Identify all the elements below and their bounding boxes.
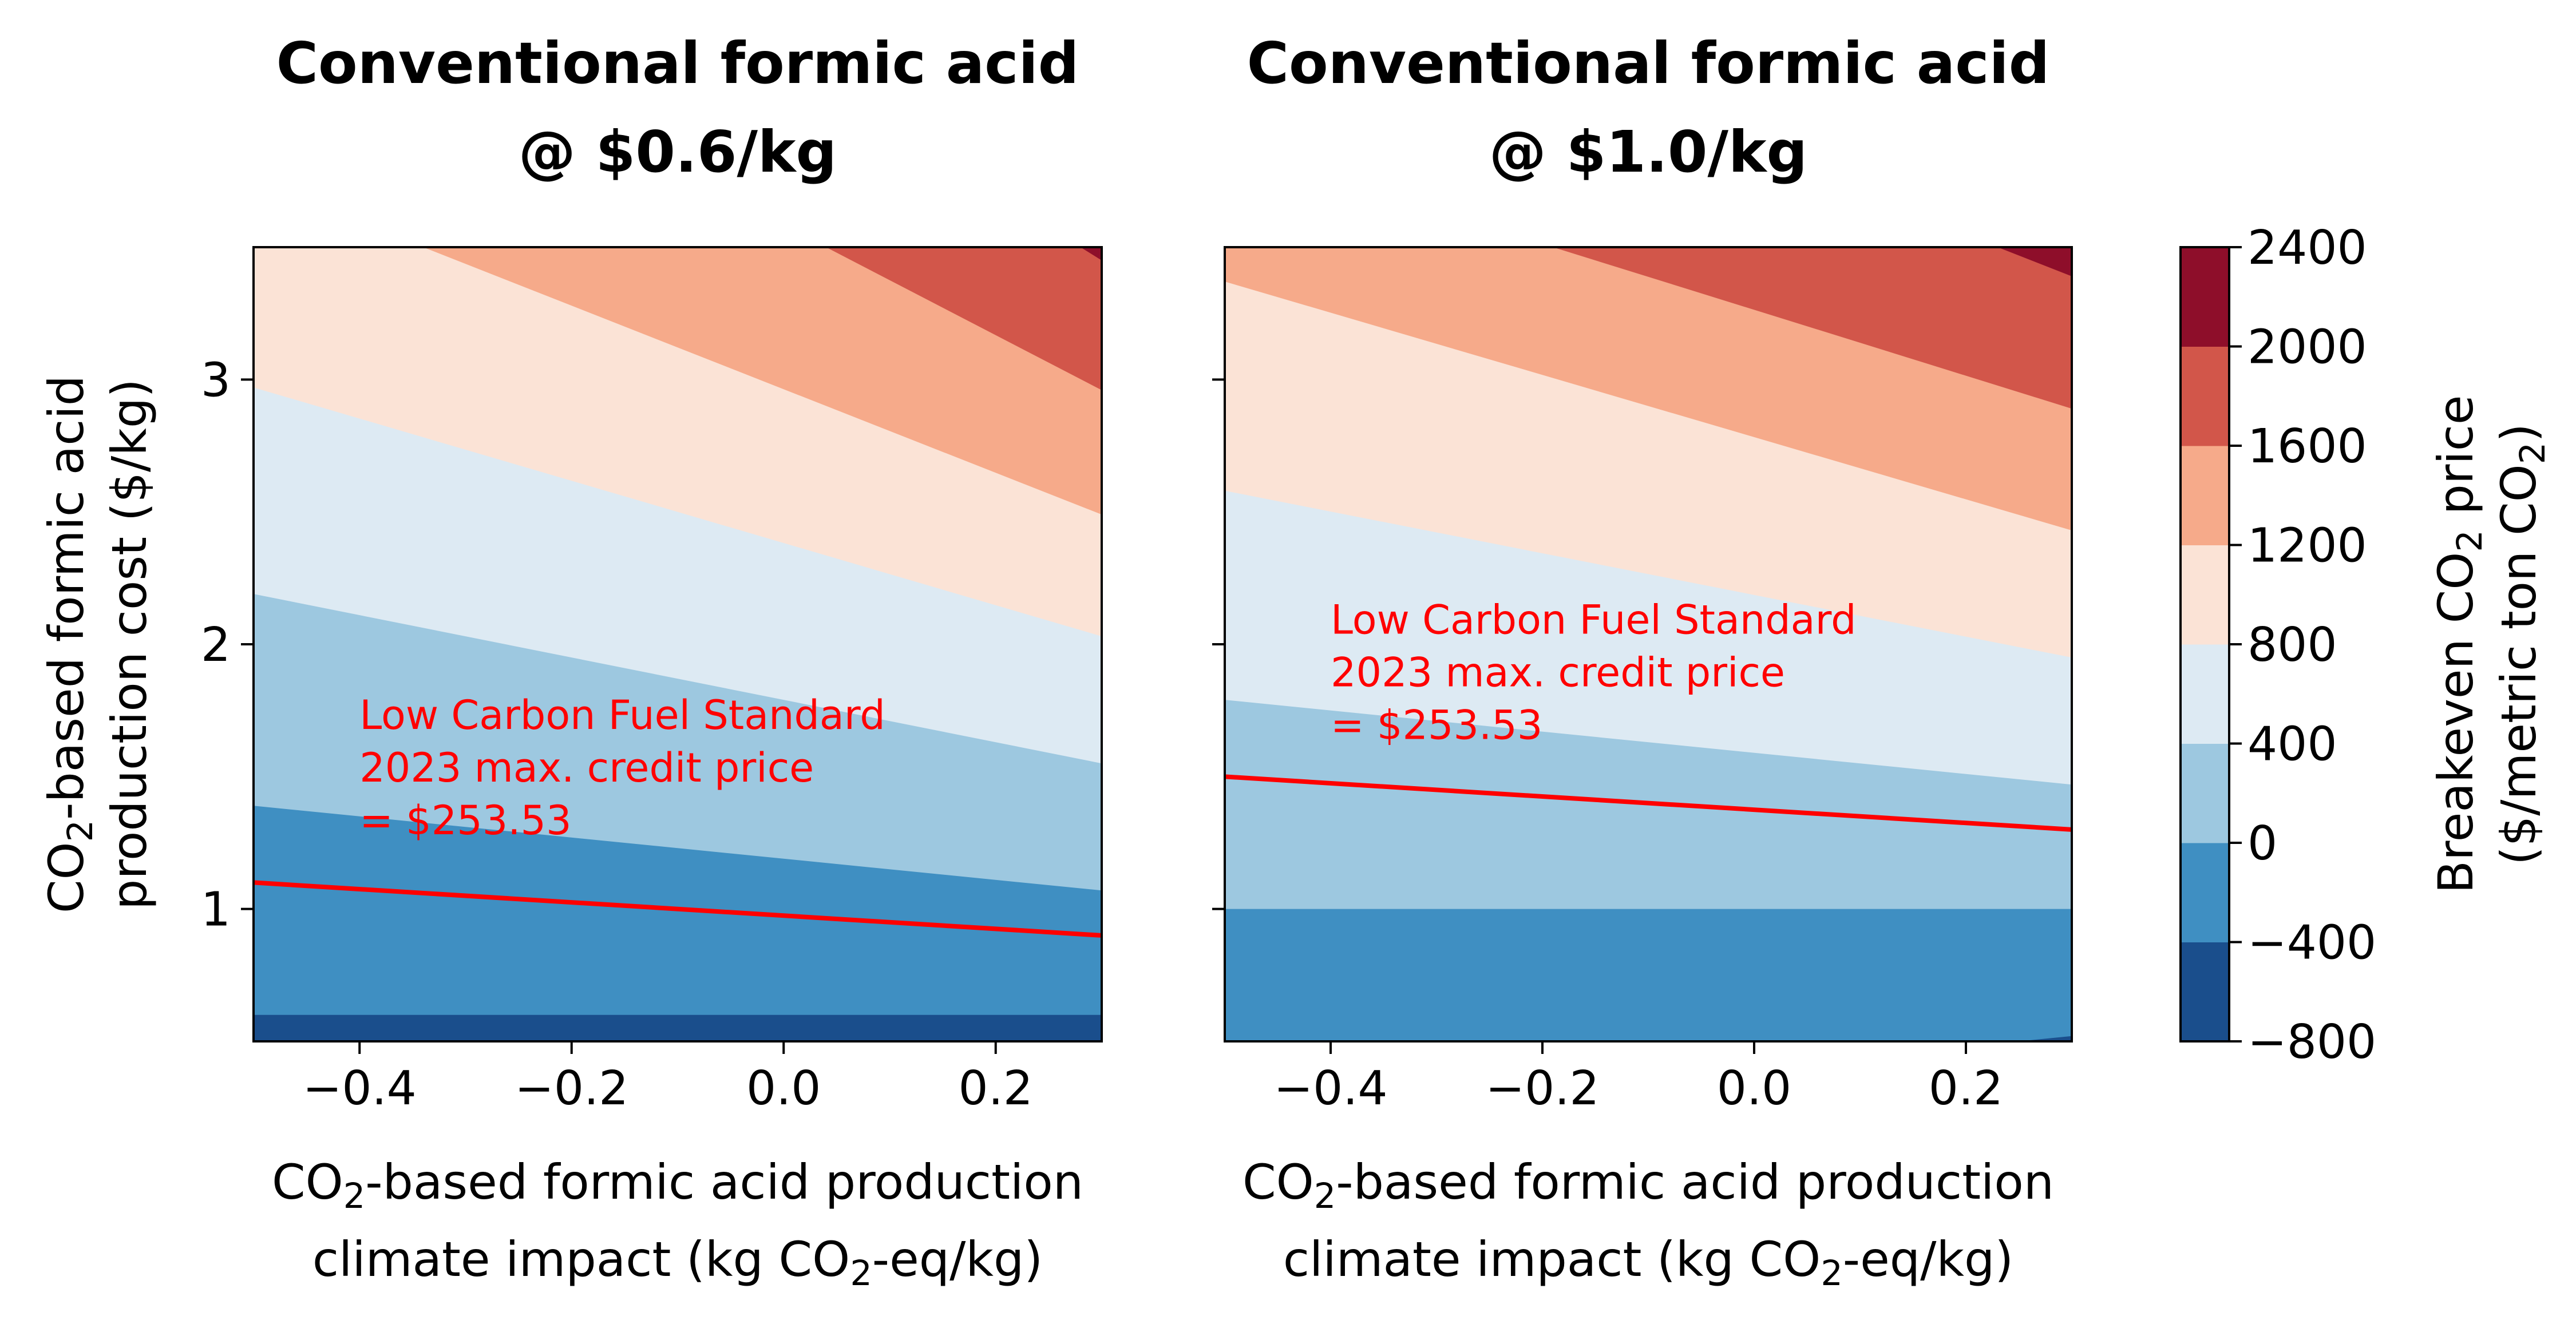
contour-band xyxy=(254,247,1102,515)
panel-title: @ $1.0/kg xyxy=(1489,118,1807,185)
colorbar-segment xyxy=(2181,346,2229,446)
x-tick-label: 0.0 xyxy=(746,1061,821,1116)
x-tick-label: −0.2 xyxy=(515,1061,628,1116)
x-axis-label: CO2​-based formic acid production xyxy=(1243,1154,2054,1216)
colorbar-label: Breakeven CO2​ price xyxy=(2428,395,2490,893)
annotation-line: 2023 max. credit price xyxy=(1331,649,1785,696)
colorbar-segment xyxy=(2181,942,2229,1042)
x-tick-label: 0.2 xyxy=(959,1061,1033,1116)
annotation-line: Low Carbon Fuel Standard xyxy=(359,692,885,739)
panel-title: @ $0.6/kg xyxy=(519,118,837,185)
x-axis-label: CO2​-based formic acid production xyxy=(272,1154,1083,1216)
colorbar-tick-label: 0 xyxy=(2247,816,2277,871)
colorbar-tick-label: 1600 xyxy=(2247,419,2367,474)
y-axis-label: CO2​-based formic acid xyxy=(38,375,101,913)
colorbar: 2400 2000 1600 1200 800 400 0 −400 −800 Breakeven… xyxy=(2179,221,2553,1069)
x-axis-label: climate impact (kg CO2​-eq/kg) xyxy=(312,1231,1043,1294)
y-axis-label: production cost ($/kg) xyxy=(101,379,157,910)
annotation-line: = $253.53 xyxy=(1331,701,1542,748)
colorbar-segment xyxy=(2181,644,2229,744)
x-tick-label: −0.2 xyxy=(1485,1061,1599,1116)
panel-title: Conventional formic acid xyxy=(1247,30,2050,97)
contour-band xyxy=(254,247,1102,390)
colorbar-tick-label: 2400 xyxy=(2247,221,2367,275)
left-contour-panel: Low Carbon Fuel Standard 2023 max. credit… xyxy=(38,30,1103,1294)
x-tick-label: 0.2 xyxy=(1929,1061,2003,1116)
x-tick-label: −0.4 xyxy=(1273,1061,1387,1116)
colorbar-tick-label: 2000 xyxy=(2247,320,2367,375)
colorbar-tick-label: 1200 xyxy=(2247,519,2367,573)
right-contour-panel: Low Carbon Fuel Standard 2023 max. credit… xyxy=(1212,30,2073,1294)
lcfs-credit-line xyxy=(1225,774,2072,832)
lcfs-credit-line xyxy=(254,880,1102,938)
x-tick-label: −0.4 xyxy=(303,1061,417,1116)
colorbar-tick-label: −400 xyxy=(2247,916,2376,970)
annotation-line: Low Carbon Fuel Standard xyxy=(1331,596,1857,643)
contour-band xyxy=(1225,247,2072,409)
panel-title: Conventional formic acid xyxy=(276,30,1079,97)
y-tick-label: 2 xyxy=(201,618,231,672)
colorbar-segment xyxy=(2181,446,2229,545)
colorbar-segment xyxy=(2181,545,2229,645)
colorbar-segment xyxy=(2181,743,2229,843)
annotation-line: 2023 max. credit price xyxy=(359,744,814,791)
colorbar-segment xyxy=(2181,247,2229,347)
x-tick-label: 0.0 xyxy=(1717,1061,1791,1116)
colorbar-tick-label: 800 xyxy=(2247,618,2337,672)
colorbar-segment xyxy=(2181,843,2229,942)
x-axis-label: climate impact (kg CO2​-eq/kg) xyxy=(1283,1231,2013,1294)
y-tick-label: 1 xyxy=(201,883,231,937)
colorbar-tick-label: 400 xyxy=(2247,718,2337,772)
y-tick-label: 3 xyxy=(201,353,231,407)
colorbar-label: ($/metric ton CO2​) xyxy=(2491,423,2553,865)
annotation-line: = $253.53 xyxy=(359,797,571,844)
colorbar-tick-label: −800 xyxy=(2247,1015,2376,1069)
